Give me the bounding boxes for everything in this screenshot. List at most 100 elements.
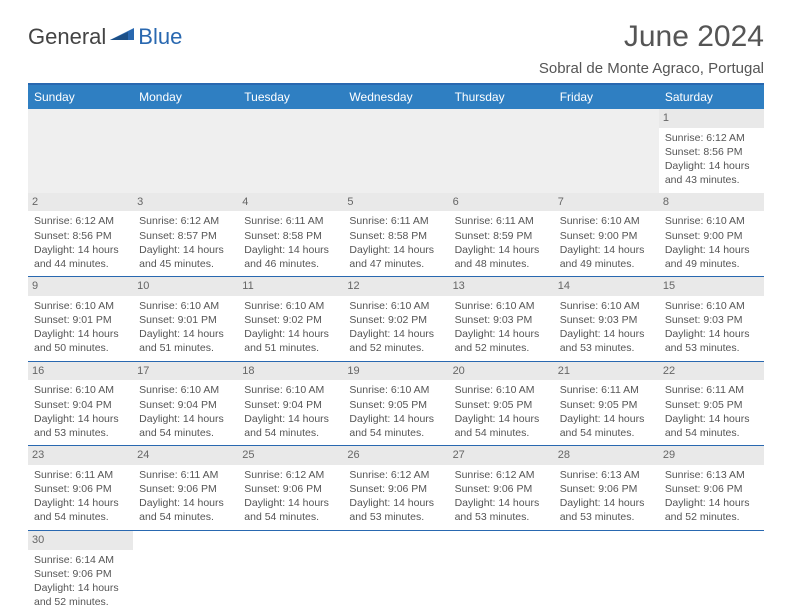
day-info-line: Sunset: 8:58 PM [244, 229, 337, 243]
day-info-line: Sunset: 8:56 PM [665, 145, 758, 159]
day-info-line: Sunrise: 6:10 AM [665, 299, 758, 313]
calendar-day: 27Sunrise: 6:12 AMSunset: 9:06 PMDayligh… [449, 446, 554, 531]
day-info-line: Daylight: 14 hours and 54 minutes. [139, 496, 232, 524]
day-info-line: Sunset: 9:00 PM [665, 229, 758, 243]
calendar-empty [28, 109, 133, 193]
day-info-line: Sunset: 9:06 PM [34, 567, 127, 581]
day-info-line: Daylight: 14 hours and 47 minutes. [349, 243, 442, 271]
day-info-line: Sunset: 8:56 PM [34, 229, 127, 243]
day-info-line: Sunset: 9:00 PM [560, 229, 653, 243]
calendar-day: 8Sunrise: 6:10 AMSunset: 9:00 PMDaylight… [659, 193, 764, 277]
logo: General Blue [28, 24, 182, 50]
calendar-empty [554, 530, 659, 614]
logo-text-blue: Blue [138, 24, 182, 50]
calendar-day: 9Sunrise: 6:10 AMSunset: 9:01 PMDaylight… [28, 277, 133, 362]
calendar-day: 3Sunrise: 6:12 AMSunset: 8:57 PMDaylight… [133, 193, 238, 277]
calendar-day: 7 Sunrise: 6:10 AMSunset: 9:00 PMDaylight… [554, 193, 659, 277]
day-number: 20 [449, 362, 554, 381]
calendar-day: 12Sunrise: 6:10 AMSunset: 9:02 PMDayligh… [343, 277, 448, 362]
calendar-day: 11Sunrise: 6:10 AMSunset: 9:02 PMDayligh… [238, 277, 343, 362]
day-info-line: Daylight: 14 hours and 53 minutes. [665, 327, 758, 355]
day-info-line: Sunrise: 6:10 AM [560, 299, 653, 313]
day-info-line: Sunset: 9:06 PM [560, 482, 653, 496]
day-info-line: Daylight: 14 hours and 52 minutes. [349, 327, 442, 355]
day-info-line: Sunrise: 6:11 AM [139, 468, 232, 482]
day-info-line: Sunset: 9:02 PM [349, 313, 442, 327]
day-info-line: Daylight: 14 hours and 53 minutes. [455, 496, 548, 524]
day-info-line: Sunset: 9:06 PM [139, 482, 232, 496]
calendar-empty [133, 109, 238, 193]
day-number: 28 [554, 446, 659, 465]
day-info-line: Sunrise: 6:10 AM [455, 383, 548, 397]
calendar-day: 17Sunrise: 6:10 AMSunset: 9:04 PMDayligh… [133, 361, 238, 446]
day-info-line: Sunrise: 6:12 AM [139, 214, 232, 228]
day-info-line: Sunrise: 6:11 AM [560, 383, 653, 397]
calendar-empty [449, 530, 554, 614]
day-info-line: Daylight: 14 hours and 46 minutes. [244, 243, 337, 271]
header: General Blue June 2024 Sobral de Monte A… [28, 20, 764, 77]
day-number: 15 [659, 277, 764, 296]
calendar-empty [238, 530, 343, 614]
day-info-line: Sunrise: 6:10 AM [349, 299, 442, 313]
calendar-day: 15Sunrise: 6:10 AMSunset: 9:03 PMDayligh… [659, 277, 764, 362]
day-number: 16 [28, 362, 133, 381]
day-info-line: Sunset: 9:06 PM [349, 482, 442, 496]
day-info-line: Daylight: 14 hours and 54 minutes. [665, 412, 758, 440]
day-info-line: Sunset: 9:04 PM [244, 398, 337, 412]
day-info-line: Sunset: 9:05 PM [349, 398, 442, 412]
day-number: 8 [659, 193, 764, 212]
day-info-line: Daylight: 14 hours and 54 minutes. [560, 412, 653, 440]
day-header: Sunday [28, 84, 133, 109]
calendar-table: SundayMondayTuesdayWednesdayThursdayFrid… [28, 83, 764, 614]
calendar-day: 20Sunrise: 6:10 AMSunset: 9:05 PMDayligh… [449, 361, 554, 446]
day-info-line: Sunset: 9:05 PM [455, 398, 548, 412]
calendar-day: 28Sunrise: 6:13 AMSunset: 9:06 PMDayligh… [554, 446, 659, 531]
day-number: 6 [449, 193, 554, 212]
day-number: 25 [238, 446, 343, 465]
day-number: 1 [659, 109, 764, 128]
calendar-day: 4Sunrise: 6:11 AMSunset: 8:58 PMDaylight… [238, 193, 343, 277]
calendar-day: 10Sunrise: 6:10 AMSunset: 9:01 PMDayligh… [133, 277, 238, 362]
calendar-empty [659, 530, 764, 614]
day-info-line: Sunrise: 6:11 AM [349, 214, 442, 228]
day-info-line: Sunset: 9:06 PM [244, 482, 337, 496]
day-number: 17 [133, 362, 238, 381]
day-info-line: Sunrise: 6:10 AM [455, 299, 548, 313]
day-number: 21 [554, 362, 659, 381]
day-info-line: Daylight: 14 hours and 54 minutes. [34, 496, 127, 524]
day-number: 27 [449, 446, 554, 465]
day-number: 2 [28, 193, 133, 212]
location: Sobral de Monte Agraco, Portugal [539, 60, 764, 77]
day-info-line: Daylight: 14 hours and 53 minutes. [349, 496, 442, 524]
calendar-day: 16Sunrise: 6:10 AMSunset: 9:04 PMDayligh… [28, 361, 133, 446]
calendar-day: 26Sunrise: 6:12 AMSunset: 9:06 PMDayligh… [343, 446, 448, 531]
day-info-line: Daylight: 14 hours and 43 minutes. [665, 159, 758, 187]
calendar-day: 30Sunrise: 6:14 AMSunset: 9:06 PMDayligh… [28, 530, 133, 614]
calendar-day: 14Sunrise: 6:10 AMSunset: 9:03 PMDayligh… [554, 277, 659, 362]
day-info-line: Sunrise: 6:14 AM [34, 553, 127, 567]
day-number: 19 [343, 362, 448, 381]
day-info-line: Sunrise: 6:10 AM [560, 214, 653, 228]
calendar-day: 2Sunrise: 6:12 AMSunset: 8:56 PMDaylight… [28, 193, 133, 277]
day-header-row: SundayMondayTuesdayWednesdayThursdayFrid… [28, 84, 764, 109]
calendar-empty [238, 109, 343, 193]
calendar-empty [449, 109, 554, 193]
day-info-line: Daylight: 14 hours and 53 minutes. [34, 412, 127, 440]
day-info-line: Sunrise: 6:10 AM [665, 214, 758, 228]
day-info-line: Daylight: 14 hours and 49 minutes. [560, 243, 653, 271]
day-number: 10 [133, 277, 238, 296]
day-header: Thursday [449, 84, 554, 109]
day-info-line: Daylight: 14 hours and 52 minutes. [665, 496, 758, 524]
day-info-line: Daylight: 14 hours and 51 minutes. [244, 327, 337, 355]
calendar-day: 1Sunrise: 6:12 AMSunset: 8:56 PMDaylight… [659, 109, 764, 193]
day-header: Friday [554, 84, 659, 109]
day-info-line: Sunrise: 6:10 AM [139, 383, 232, 397]
day-info-line: Daylight: 14 hours and 52 minutes. [34, 581, 127, 609]
day-number: 7 [554, 193, 659, 212]
day-info-line: Sunrise: 6:11 AM [665, 383, 758, 397]
day-info-line: Sunrise: 6:13 AM [560, 468, 653, 482]
calendar-day: 19Sunrise: 6:10 AMSunset: 9:05 PMDayligh… [343, 361, 448, 446]
day-info-line: Daylight: 14 hours and 52 minutes. [455, 327, 548, 355]
day-info-line: Sunrise: 6:10 AM [34, 299, 127, 313]
day-number: 29 [659, 446, 764, 465]
